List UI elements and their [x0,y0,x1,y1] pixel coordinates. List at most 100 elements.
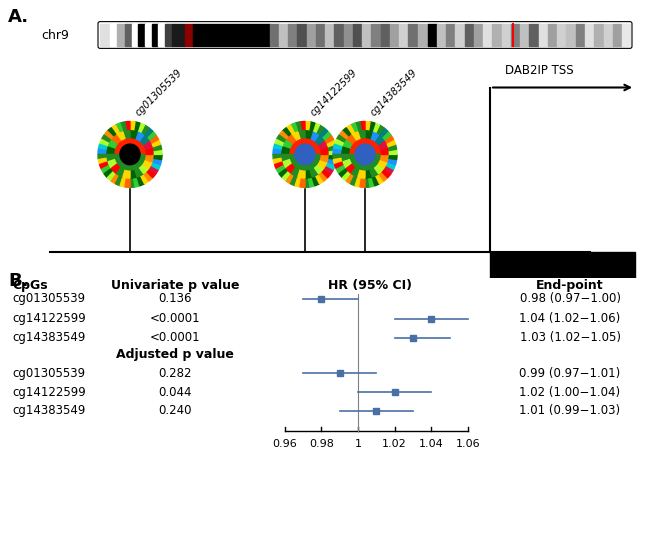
Wedge shape [98,144,130,154]
Wedge shape [305,154,320,186]
Wedge shape [286,125,305,154]
Wedge shape [98,149,130,154]
Text: A.: A. [8,8,29,26]
Wedge shape [273,154,305,160]
Wedge shape [130,125,149,154]
Wedge shape [274,154,305,165]
Wedge shape [130,154,144,177]
Wedge shape [116,132,130,154]
Wedge shape [130,140,161,154]
Wedge shape [365,154,378,177]
Wedge shape [337,135,365,154]
Wedge shape [130,154,156,178]
Wedge shape [305,122,310,154]
Bar [362,23,371,46]
Wedge shape [365,131,372,154]
Wedge shape [365,154,383,184]
Text: 1.06: 1.06 [456,439,480,449]
Text: 1.02 (1.00−1.04): 1.02 (1.00−1.04) [519,386,621,398]
Wedge shape [130,154,153,181]
Bar [529,23,539,46]
Bar [502,23,511,46]
Wedge shape [130,144,162,154]
Wedge shape [305,135,324,154]
Wedge shape [342,154,365,162]
Wedge shape [130,154,152,168]
Wedge shape [130,135,159,154]
Wedge shape [107,147,130,154]
Wedge shape [365,154,375,187]
Wedge shape [305,147,328,154]
Wedge shape [130,154,153,162]
Wedge shape [115,154,145,170]
Wedge shape [116,154,130,177]
Wedge shape [333,149,365,154]
Bar [307,23,317,46]
Bar [288,23,297,46]
Wedge shape [360,154,365,187]
Wedge shape [305,154,318,177]
Wedge shape [358,154,365,178]
Bar [381,23,391,46]
Wedge shape [335,140,365,154]
Wedge shape [365,154,388,162]
Wedge shape [101,135,130,154]
Text: cg01305539: cg01305539 [12,292,85,305]
Text: End-point: End-point [536,279,604,292]
Wedge shape [282,128,305,154]
Wedge shape [305,154,331,178]
Wedge shape [98,154,130,165]
Circle shape [355,144,375,165]
Wedge shape [358,131,365,154]
Wedge shape [279,154,305,178]
Wedge shape [305,154,310,187]
Bar [373,408,380,414]
Wedge shape [335,154,365,169]
Text: CpGs: CpGs [12,279,47,292]
Wedge shape [365,131,391,154]
Text: 1.04 (1.02−1.06): 1.04 (1.02−1.06) [519,312,621,325]
Wedge shape [111,154,130,173]
Wedge shape [274,144,305,154]
Wedge shape [104,131,130,154]
Text: cg14383549: cg14383549 [12,404,85,417]
Text: <0.0001: <0.0001 [150,312,200,325]
Wedge shape [130,122,135,154]
Wedge shape [279,131,305,154]
Wedge shape [283,141,305,154]
Wedge shape [130,141,152,154]
Wedge shape [360,122,365,154]
Wedge shape [305,131,331,154]
Wedge shape [98,154,130,160]
Wedge shape [130,154,140,187]
Wedge shape [305,125,324,154]
Text: 0.240: 0.240 [158,404,192,417]
Text: DAB2IP TSS: DAB2IP TSS [505,64,573,77]
Text: 0.99 (0.97−1.01): 0.99 (0.97−1.01) [519,367,621,380]
Wedge shape [104,154,130,178]
Wedge shape [337,154,365,174]
Bar [548,23,557,46]
Text: 1.04: 1.04 [419,439,444,449]
Wedge shape [350,123,365,154]
Wedge shape [300,122,305,154]
Bar [337,370,343,376]
Bar [344,23,354,46]
Wedge shape [343,154,365,168]
Bar [418,23,428,46]
Bar [603,23,613,46]
Bar [185,23,193,46]
Bar [520,23,529,46]
Wedge shape [107,154,130,181]
Wedge shape [295,154,305,187]
Wedge shape [346,135,365,154]
Wedge shape [130,131,156,154]
Wedge shape [305,154,328,181]
Wedge shape [365,147,388,154]
Text: 1.03 (1.02−1.05): 1.03 (1.02−1.05) [519,331,621,344]
Wedge shape [352,132,365,154]
Bar [164,23,172,46]
Wedge shape [298,154,305,178]
Wedge shape [130,149,162,154]
Wedge shape [305,122,315,154]
